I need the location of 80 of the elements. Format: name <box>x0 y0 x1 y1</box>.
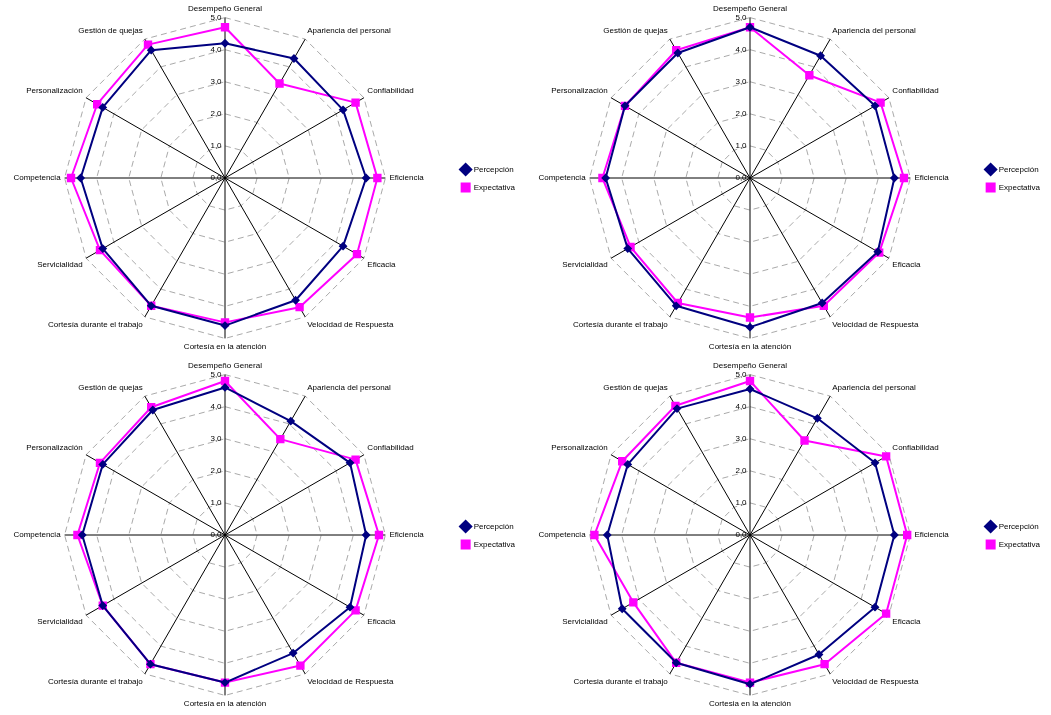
y-tick-label: 2,0 <box>210 466 223 476</box>
spoke-label: Competencia <box>13 173 62 183</box>
y-tick-label: 4,0 <box>210 401 223 411</box>
spoke-label: Eficiencia <box>914 173 950 183</box>
spoke-label: Confiabilidad <box>892 443 939 453</box>
spoke-label: Confiabilidad <box>367 443 414 453</box>
spoke-label: Velocidad de Respuesta <box>307 677 395 687</box>
spoke-label: Servicialidad <box>37 617 83 627</box>
spoke-label: Eficacia <box>367 617 396 627</box>
legend-label: Percepción <box>473 521 514 531</box>
spoke-label: Gestión de quejas <box>78 383 143 393</box>
spoke-label: Gestión de quejas <box>603 26 668 36</box>
legend-label: Percepción <box>998 164 1039 174</box>
spoke-label: Confiabilidad <box>892 86 939 96</box>
y-tick-label: 0,0 <box>210 530 223 540</box>
y-tick-label: 0,0 <box>735 530 748 540</box>
y-tick-label: 5,0 <box>735 369 748 379</box>
spoke-label: Gestión de quejas <box>603 383 668 393</box>
y-tick-label: 1,0 <box>210 498 223 508</box>
y-tick-label: 2,0 <box>735 466 748 476</box>
spoke-label: Servicialidad <box>562 617 608 627</box>
spoke-label: Servicialidad <box>562 260 608 270</box>
y-tick-label: 1,0 <box>735 141 748 151</box>
y-tick-label: 3,0 <box>210 76 223 86</box>
y-tick-label: 3,0 <box>210 433 223 443</box>
spoke-label: Eficiencia <box>389 530 425 540</box>
y-tick-label: 0,0 <box>735 173 748 183</box>
legend-label: Expectativa <box>998 182 1041 192</box>
legend-label: Percepción <box>473 164 514 174</box>
y-tick-label: 5,0 <box>735 12 748 22</box>
y-tick-label: 5,0 <box>210 12 223 22</box>
spoke-label: Confiabilidad <box>367 86 414 96</box>
y-tick-label: 1,0 <box>735 498 748 508</box>
spoke-label: Apariencia del personal <box>307 383 392 393</box>
spoke-label: Eficacia <box>367 260 396 270</box>
spoke-label: Desempeño General <box>713 361 788 370</box>
legend-label: Expectativa <box>998 539 1041 549</box>
y-tick-label: 5,0 <box>210 369 223 379</box>
spoke-label: Apariencia del personal <box>832 383 917 393</box>
spoke-label: Velocidad de Respuesta <box>832 320 920 330</box>
legend-label: Expectativa <box>473 539 516 549</box>
spoke-label: Desempeño General <box>713 4 788 13</box>
y-tick-label: 1,0 <box>210 141 223 151</box>
spoke-label: Competencia <box>538 173 587 183</box>
spoke-label: Velocidad de Respuesta <box>832 677 920 687</box>
y-tick-label: 3,0 <box>735 433 748 443</box>
legend-label: Expectativa <box>473 182 516 192</box>
spoke-label: Servicialidad <box>37 260 83 270</box>
spoke-label: Eficacia <box>892 617 921 627</box>
spoke-label: Velocidad de Respuesta <box>307 320 395 330</box>
y-tick-label: 4,0 <box>735 401 748 411</box>
spoke-label: Cortesía durante el trabajo <box>48 320 144 330</box>
spoke-label: Eficacia <box>892 260 921 270</box>
y-tick-label: 4,0 <box>735 44 748 54</box>
spoke-label: Personalización <box>551 443 608 453</box>
spoke-label: Competencia <box>538 530 587 540</box>
y-tick-label: 2,0 <box>210 109 223 119</box>
spoke-label: Cortesía en la atención <box>708 342 792 352</box>
spoke-label: Apariencia del personal <box>307 26 392 36</box>
spoke-label: Cortesía en la atención <box>183 342 267 352</box>
spoke-label: Cortesia en la atención <box>709 699 791 709</box>
legend-label: Percepción <box>998 521 1039 531</box>
spoke-label: Cortesía durante el trabajo <box>573 320 669 330</box>
y-tick-label: 2,0 <box>735 109 748 119</box>
y-tick-label: 3,0 <box>735 76 748 86</box>
spoke-label: Eficiencia <box>389 173 425 183</box>
spoke-label: Personalización <box>26 443 83 453</box>
spoke-label: Competencia <box>13 530 62 540</box>
y-tick-label: 4,0 <box>210 44 223 54</box>
spoke-label: Gestión de quejas <box>78 26 143 36</box>
spoke-label: Cortesía durante el trabajo <box>48 677 144 687</box>
spoke-label: Cortesia durante el trabajo <box>573 677 669 687</box>
y-tick-label: 0,0 <box>210 173 223 183</box>
spoke-label: Personalización <box>551 86 608 96</box>
spoke-label: Cortesía en la atención <box>183 699 267 709</box>
spoke-label: Desempeño General <box>188 361 263 370</box>
spoke-label: Desempeño General <box>188 4 263 13</box>
spoke-label: Personalización <box>26 86 83 96</box>
spoke-label: Apariencia del personal <box>832 26 917 36</box>
spoke-label: Eficiencia <box>914 530 950 540</box>
